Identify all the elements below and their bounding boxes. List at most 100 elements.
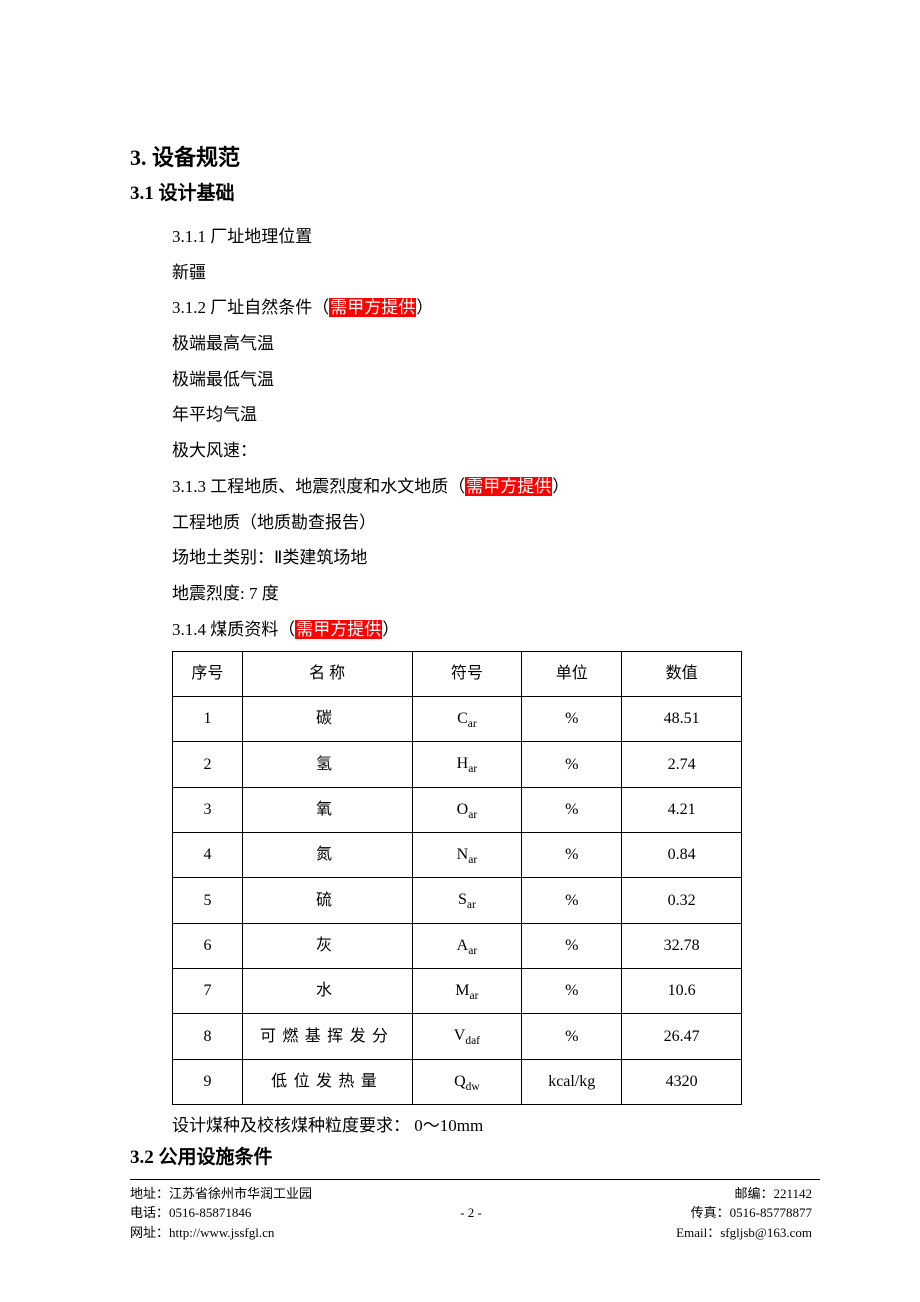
cell-unit: % (522, 969, 622, 1014)
cell-name: 碳 (242, 696, 412, 741)
page-footer: 地址：江苏省徐州市华润工业园 邮编：221142 电话：0516-8587184… (130, 1179, 820, 1243)
cell-value: 4320 (622, 1059, 742, 1104)
footer-web: http://www.jssfgl.cn (169, 1225, 274, 1240)
cell-name: 低位发热量 (242, 1059, 412, 1104)
table-row: 5硫Sar%0.32 (173, 878, 742, 923)
s312-l4: 极大风速： (172, 433, 790, 469)
s313-title: 3.1.3 工程地质、地震烈度和水文地质（需甲方提供） (172, 469, 790, 505)
after-table-note: 设计煤种及校核煤种粒度要求： 0～10mm (130, 1111, 790, 1136)
footer-address: 江苏省徐州市华润工业园 (169, 1186, 312, 1201)
cell-symbol: Oar (412, 787, 522, 832)
footer-zip-label: 邮编： (734, 1186, 773, 1201)
heading-2-public-facility: 3.2 公用设施条件 (130, 1142, 790, 1169)
cell-symbol: Mar (412, 969, 522, 1014)
cell-seq: 9 (173, 1059, 243, 1104)
s311-title: 3.1.1 厂址地理位置 (172, 219, 790, 255)
cell-value: 4.21 (622, 787, 742, 832)
cell-value: 10.6 (622, 969, 742, 1014)
s313-l3: 地震烈度: 7 度 (172, 576, 790, 612)
s312-highlight: 需甲方提供 (329, 298, 416, 317)
footer-rule (130, 1179, 820, 1180)
coal-quality-table: 序号 名 称 符号 单位 数值 1碳Car%48.512氢Har%2.743氧O… (172, 651, 742, 1105)
s312-suffix: ） (416, 298, 433, 317)
cell-name: 硫 (242, 878, 412, 923)
cell-unit: % (522, 787, 622, 832)
coal-table-body: 1碳Car%48.512氢Har%2.743氧Oar%4.214氮Nar%0.8… (173, 696, 742, 1104)
th-value: 数值 (622, 652, 742, 697)
cell-seq: 8 (173, 1014, 243, 1059)
footer-fax: 0516-85778877 (730, 1205, 812, 1220)
footer-email: sfgljsb@163.com (720, 1225, 812, 1240)
footer-address-label: 地址： (130, 1186, 169, 1201)
cell-value: 2.74 (622, 742, 742, 787)
th-symbol: 符号 (412, 652, 522, 697)
cell-value: 0.32 (622, 878, 742, 923)
cell-symbol: Car (412, 696, 522, 741)
footer-row-1: 地址：江苏省徐州市华润工业园 邮编：221142 (130, 1184, 820, 1204)
cell-value: 32.78 (622, 923, 742, 968)
s314-suffix: ） (382, 620, 399, 639)
cell-value: 26.47 (622, 1014, 742, 1059)
cell-name: 可燃基挥发分 (242, 1014, 412, 1059)
heading-2-design-basis: 3.1 设计基础 (130, 178, 790, 205)
cell-symbol: Sar (412, 878, 522, 923)
cell-name: 氢 (242, 742, 412, 787)
s313-l2: 场地土类别：Ⅱ类建筑场地 (172, 540, 790, 576)
s312-l1: 极端最高气温 (172, 326, 790, 362)
footer-row-2: 电话：0516-85871846 - 2 - 传真：0516-85778877 (130, 1203, 820, 1223)
cell-name: 氮 (242, 832, 412, 877)
cell-unit: % (522, 832, 622, 877)
footer-row-3: 网址：http://www.jssfgl.cn Email：sfgljsb@16… (130, 1223, 820, 1243)
th-seq: 序号 (173, 652, 243, 697)
footer-tel: 0516-85871846 (169, 1205, 251, 1220)
table-row: 2氢Har%2.74 (173, 742, 742, 787)
cell-symbol: Har (412, 742, 522, 787)
cell-unit: kcal/kg (522, 1059, 622, 1104)
s312-prefix: 3.1.2 厂址自然条件（ (172, 298, 329, 317)
th-unit: 单位 (522, 652, 622, 697)
cell-symbol: Vdaf (412, 1014, 522, 1059)
table-row: 7水Mar%10.6 (173, 969, 742, 1014)
table-row: 8可燃基挥发分Vdaf%26.47 (173, 1014, 742, 1059)
cell-unit: % (522, 1014, 622, 1059)
cell-name: 水 (242, 969, 412, 1014)
cell-symbol: Aar (412, 923, 522, 968)
cell-seq: 4 (173, 832, 243, 877)
cell-unit: % (522, 696, 622, 741)
footer-web-label: 网址： (130, 1225, 169, 1240)
th-name: 名 称 (242, 652, 412, 697)
footer-page-number: - 2 - (460, 1203, 482, 1223)
s313-prefix: 3.1.3 工程地质、地震烈度和水文地质（ (172, 477, 465, 496)
s311-line1: 新疆 (172, 255, 790, 291)
table-row: 3氧Oar%4.21 (173, 787, 742, 832)
cell-value: 48.51 (622, 696, 742, 741)
cell-symbol: Qdw (412, 1059, 522, 1104)
heading-1: 3. 设备规范 (130, 140, 790, 172)
s312-l3: 年平均气温 (172, 397, 790, 433)
s313-l1: 工程地质（地质勘查报告） (172, 505, 790, 541)
table-row: 4氮Nar%0.84 (173, 832, 742, 877)
cell-unit: % (522, 923, 622, 968)
s314-title: 3.1.4 煤质资料（需甲方提供） (172, 612, 790, 648)
footer-tel-label: 电话： (130, 1205, 169, 1220)
cell-seq: 6 (173, 923, 243, 968)
page-content: 3. 设备规范 3.1 设计基础 3.1.1 厂址地理位置 新疆 3.1.2 厂… (0, 0, 920, 1169)
s314-highlight: 需甲方提供 (295, 620, 382, 639)
table-row: 6灰Aar%32.78 (173, 923, 742, 968)
table-row: 9低位发热量Qdwkcal/kg4320 (173, 1059, 742, 1104)
cell-name: 灰 (242, 923, 412, 968)
s314-prefix: 3.1.4 煤质资料（ (172, 620, 295, 639)
table-row: 1碳Car%48.51 (173, 696, 742, 741)
s312-title: 3.1.2 厂址自然条件（需甲方提供） (172, 290, 790, 326)
cell-seq: 2 (173, 742, 243, 787)
body-content: 3.1.1 厂址地理位置 新疆 3.1.2 厂址自然条件（需甲方提供） 极端最高… (130, 219, 790, 1105)
cell-seq: 7 (173, 969, 243, 1014)
s313-highlight: 需甲方提供 (465, 477, 552, 496)
table-header-row: 序号 名 称 符号 单位 数值 (173, 652, 742, 697)
footer-email-label: Email： (676, 1225, 720, 1240)
cell-symbol: Nar (412, 832, 522, 877)
s312-l2: 极端最低气温 (172, 362, 790, 398)
footer-fax-label: 传真： (691, 1205, 730, 1220)
cell-name: 氧 (242, 787, 412, 832)
cell-unit: % (522, 878, 622, 923)
